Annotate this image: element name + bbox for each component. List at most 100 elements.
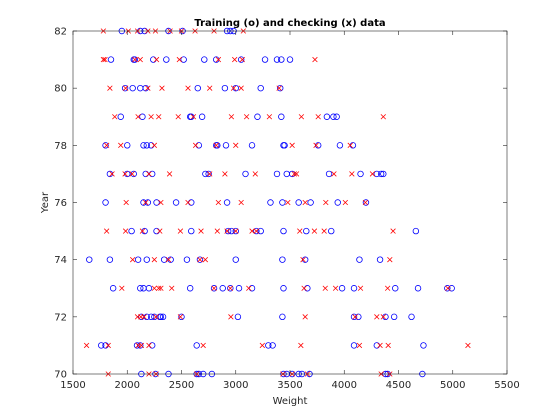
y-tick-label: 72: [54, 312, 67, 323]
x-tick-label: 4500: [386, 380, 411, 391]
training-point: [232, 256, 239, 263]
checking-point: [207, 171, 213, 177]
training-point: [267, 199, 274, 206]
checking-point: [298, 342, 304, 349]
checking-point: [151, 256, 158, 263]
checking-point: [228, 314, 234, 320]
checking-point: [158, 199, 164, 206]
checking-point: [357, 285, 364, 291]
training-point: [157, 313, 165, 321]
checking-point: [166, 171, 173, 177]
checking-point: [83, 342, 90, 349]
checking-point: [387, 256, 393, 263]
training-point: [133, 342, 141, 349]
training-point: [124, 142, 131, 149]
training-point: [186, 285, 194, 292]
checking-point: [321, 228, 327, 234]
training-point: [128, 227, 135, 235]
checking-point: [259, 342, 266, 349]
checking-point: [137, 56, 143, 63]
checking-point: [153, 314, 159, 320]
checking-point: [231, 56, 238, 63]
y-tick-label: 80: [54, 84, 67, 95]
training-point: [237, 56, 245, 63]
training-point: [232, 227, 239, 235]
training-point: [102, 142, 109, 149]
training-point: [214, 142, 221, 149]
checking-point: [356, 342, 363, 349]
checking-point: [298, 114, 305, 120]
training-point: [221, 84, 229, 92]
checking-point: [100, 56, 107, 63]
training-point: [377, 170, 385, 178]
checking-point: [102, 56, 108, 63]
training-point: [280, 227, 287, 235]
training-point: [159, 313, 167, 321]
training-point: [376, 256, 384, 263]
training-point: [301, 256, 309, 263]
checking-point: [293, 171, 300, 177]
checking-point: [349, 171, 355, 177]
checking-point: [227, 285, 234, 291]
training-point: [390, 313, 398, 321]
training-point: [315, 142, 322, 149]
checking-point: [374, 314, 380, 320]
training-point: [248, 142, 256, 149]
training-point: [257, 227, 264, 235]
training-point: [180, 56, 187, 63]
checking-point: [380, 314, 386, 320]
training-point: [210, 285, 218, 292]
training-point: [333, 113, 340, 120]
checking-point: [228, 114, 235, 120]
checking-point: [200, 342, 206, 349]
x-tick-label: 3500: [277, 380, 302, 391]
training-point: [86, 256, 93, 263]
x-tick-label: 5000: [440, 380, 465, 391]
checking-point: [177, 228, 184, 234]
training-point: [253, 227, 260, 235]
x-tick-label: 2500: [169, 380, 194, 391]
training-point: [223, 199, 231, 206]
checking-point: [362, 199, 369, 206]
training-point: [414, 285, 422, 292]
training-point: [254, 113, 261, 120]
training-point: [336, 142, 344, 149]
training-point: [362, 199, 370, 206]
checking-point: [103, 142, 110, 149]
checking-point: [291, 171, 298, 177]
training-point: [334, 199, 341, 206]
checking-point: [331, 171, 337, 177]
checking-point: [148, 114, 154, 120]
training-point: [224, 227, 232, 235]
training-point: [129, 84, 136, 92]
x-tick-label: 4000: [332, 380, 357, 391]
training-point: [202, 170, 209, 178]
checking-point: [332, 285, 339, 291]
training-point: [167, 256, 174, 263]
training-point: [448, 285, 455, 292]
checking-point: [213, 142, 219, 149]
training-point: [373, 170, 380, 178]
training-point: [235, 285, 243, 292]
training-point: [106, 170, 114, 178]
checking-point: [122, 228, 129, 234]
training-point: [408, 313, 415, 321]
plot-area: [73, 31, 507, 374]
checking-point: [146, 342, 152, 349]
checking-point: [222, 171, 228, 177]
training-point: [193, 342, 200, 349]
training-point: [131, 56, 139, 63]
checking-point: [243, 114, 250, 120]
training-point: [295, 199, 302, 206]
training-point: [98, 342, 105, 349]
training-point: [109, 285, 117, 292]
checking-point: [238, 85, 244, 91]
checking-point: [158, 285, 164, 291]
checking-point: [249, 228, 255, 234]
training-point: [137, 285, 144, 292]
y-tick-label: 74: [54, 255, 67, 266]
x-tick-label: 2000: [115, 380, 140, 391]
checking-point: [238, 199, 244, 206]
training-point: [163, 56, 170, 63]
training-point: [357, 170, 364, 178]
